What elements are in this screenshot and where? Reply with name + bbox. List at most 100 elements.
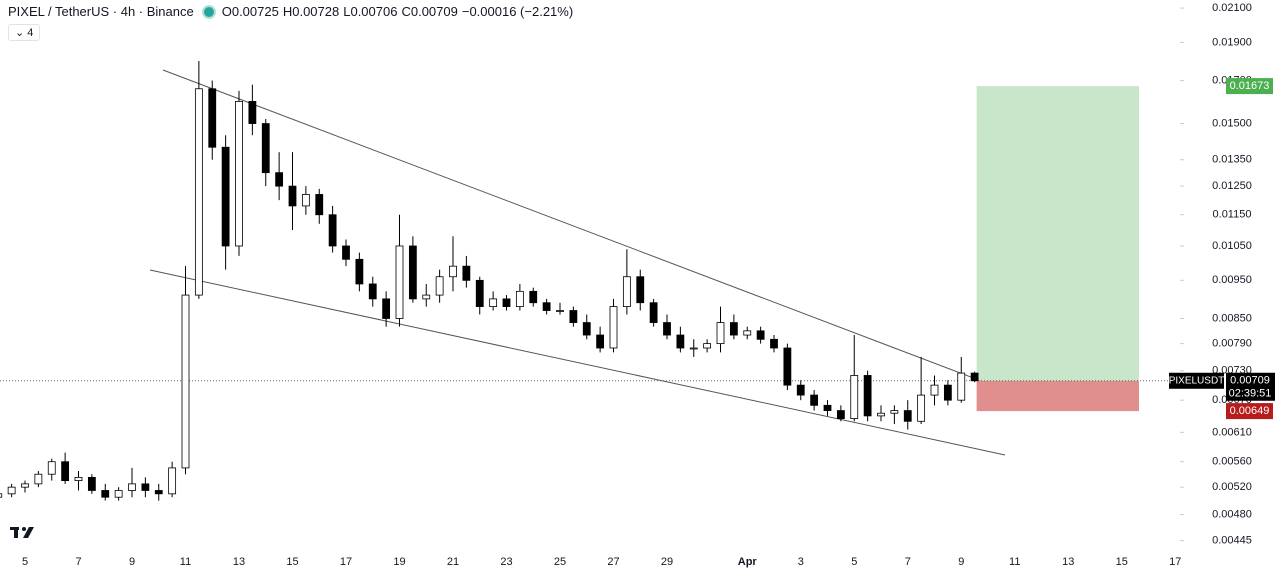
x-tick-label: 5 (851, 556, 857, 568)
candle-body (382, 298, 391, 319)
ohlc-low: 0.00706 (350, 4, 398, 19)
candle-body (863, 375, 872, 417)
candle-body (74, 476, 83, 482)
x-tick-label: 15 (1116, 556, 1128, 568)
y-tick-label: 0.00520 (1212, 481, 1252, 493)
indicators-toggle[interactable]: ⌄ 4 (8, 24, 41, 41)
candle-body (609, 306, 618, 349)
ohlc-high: 0.00728 (292, 4, 340, 19)
candle-body (502, 298, 511, 307)
candle-body (408, 245, 417, 300)
ohlc-close: 0.00709 (410, 4, 458, 19)
x-tick-label: 5 (22, 556, 28, 568)
x-tick-label: 11 (1009, 556, 1020, 568)
last-price-tag-bg (1226, 372, 1275, 401)
y-tick-label: 0.00445 (1212, 535, 1252, 547)
stop-tag: 0.00649 (1230, 405, 1270, 417)
candle-body (235, 101, 243, 247)
candle-body (301, 194, 310, 207)
candle-body (141, 483, 150, 491)
chevron: ⌄ (15, 27, 28, 39)
x-tick-label: 29 (661, 556, 673, 568)
candle-body (275, 172, 284, 187)
ohlc-c-label: C (401, 4, 411, 19)
symbol: PIXEL / TetherUS · 4h · Binance (8, 4, 194, 19)
candle-body (529, 290, 538, 304)
x-tick-label: 7 (75, 556, 81, 568)
candle-body (729, 322, 738, 336)
y-tick-label: 0.01150 (1213, 209, 1252, 221)
y-tick-label: 0.01250 (1212, 180, 1252, 192)
candle-body (475, 279, 484, 307)
candle-body (181, 294, 190, 469)
last-price-tag: 0.00709 (1230, 375, 1270, 387)
candle-body (877, 412, 885, 417)
ohlc-h-label: H (282, 4, 293, 19)
candle-body (515, 290, 524, 307)
candle-body (582, 322, 591, 336)
candle-body (248, 101, 257, 124)
x-tick-label: 3 (798, 556, 804, 568)
candle-body (810, 394, 819, 406)
candle-body (61, 461, 70, 482)
candle-body (355, 258, 364, 285)
y-tick-label: 0.01900 (1212, 36, 1252, 48)
candle-body (676, 334, 685, 349)
candle-body (154, 490, 163, 495)
x-tick-label: 17 (340, 556, 352, 568)
y-tick-label: 0.01350 (1212, 154, 1252, 166)
x-tick-label: 13 (1062, 556, 1074, 568)
y-tick-label: 0.00790 (1212, 338, 1252, 350)
candle-body (542, 302, 551, 311)
candle-body (101, 490, 110, 498)
symbol-tag: PIXELUSDT (1169, 375, 1225, 386)
candle-body (569, 310, 578, 323)
candle-body (756, 330, 765, 340)
candle-body (328, 214, 337, 247)
status-dot (203, 7, 214, 17)
candle-body (208, 88, 217, 148)
candle-body (703, 343, 712, 349)
candle-body (114, 490, 123, 498)
candle-body (943, 384, 952, 401)
candle-body (87, 476, 96, 491)
candle-body (903, 410, 912, 422)
y-tick-label: 0.00560 (1212, 456, 1252, 468)
candle-body (128, 483, 136, 491)
candle-body (689, 347, 698, 350)
y-tick-label: 0.01500 (1212, 117, 1252, 129)
y-tick-label: 0.00850 (1212, 312, 1252, 324)
candle-body (395, 245, 404, 319)
candle-body (342, 245, 350, 260)
x-tick-label: 23 (500, 556, 512, 568)
candle-body (489, 298, 498, 307)
candle-body (957, 372, 966, 401)
candle-body (596, 334, 605, 349)
countdown: 02:39:51 (1229, 388, 1272, 400)
x-tick-label: 27 (607, 556, 619, 568)
x-tick-label: 11 (180, 556, 191, 568)
candle-body (168, 467, 177, 495)
candle-body (716, 322, 725, 345)
target-zone (976, 86, 1139, 381)
x-tick-label: 17 (1169, 556, 1181, 568)
plot-area (0, 60, 1180, 501)
candle-body (823, 404, 832, 411)
candle-body (622, 276, 631, 307)
target-tag-bg (1226, 78, 1273, 95)
candle-body (261, 123, 270, 174)
candle-body (743, 330, 752, 336)
ohlc-o-label: O (221, 4, 232, 19)
candle-body (917, 394, 926, 422)
x-tick-label: 25 (554, 556, 566, 568)
ohlc-open: 0.00725 (231, 4, 279, 19)
symbol-tag-bg (1169, 372, 1224, 389)
trend-line-lower (149, 269, 1006, 456)
candle-body (649, 302, 658, 323)
candle-body (930, 384, 939, 396)
stop-tag-bg (1226, 403, 1273, 420)
y-tick-label: 0.00480 (1212, 509, 1252, 521)
candle-body (462, 265, 471, 281)
